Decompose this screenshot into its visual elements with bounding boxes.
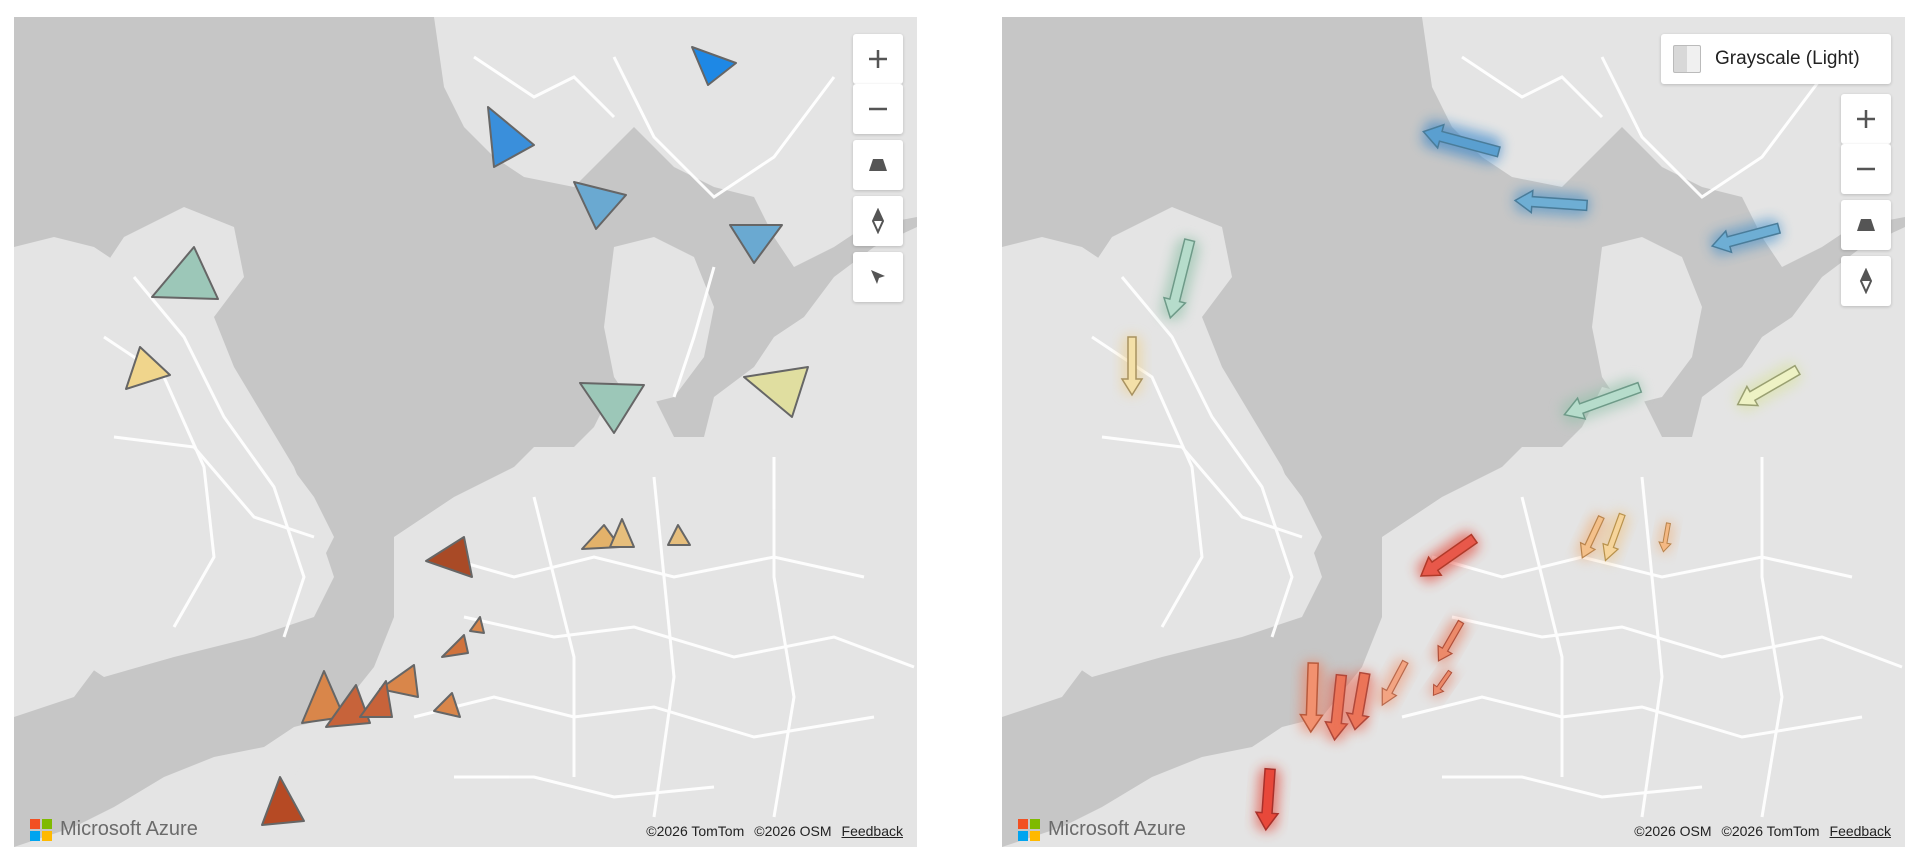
cursor-icon [871,270,885,284]
attribution-osm: ©2026 OSM [754,823,832,839]
marker-triangle [581,524,621,550]
arrow-marker [1657,520,1675,554]
trapezoid-icon [869,159,887,171]
attribution-tomtom: ©2026 TomTom [1721,823,1820,839]
marker-triangle [301,670,345,724]
map-left[interactable]: Microsoft Azure ©2026 TomTom ©2026 OSM F… [14,17,917,847]
compass-icon [871,208,885,234]
arrow-marker [1160,237,1200,321]
map-style-icon [1673,45,1701,73]
zoom-out-button[interactable] [1841,144,1891,194]
zoom-out-button[interactable] [853,84,903,134]
map-canvas-left[interactable] [14,17,917,847]
attribution: ©2026 OSM ©2026 TomTom Feedback [1634,823,1891,839]
microsoft-logo-icon [1018,818,1040,841]
arrow-marker [1299,660,1324,734]
arrow-marker [1561,378,1643,424]
plus-icon [1857,110,1875,128]
compass-button[interactable] [1841,256,1891,306]
marker-triangle [579,382,645,434]
map-right[interactable]: Grayscale (Light) Microsoft Azure ©2026 … [1002,17,1905,847]
compass-icon [1859,268,1873,294]
compass-button[interactable] [853,196,903,246]
minus-icon [1857,167,1875,171]
arrow-marker [1254,766,1281,832]
minus-icon [869,107,887,111]
marker-triangle [573,181,627,230]
marker-triangle [743,366,809,418]
arrow-marker [1429,668,1455,698]
trapezoid-icon [1857,219,1875,231]
zoom-in-button[interactable] [1841,94,1891,144]
logo-text: Microsoft Azure [60,818,198,840]
map-style-label: Grayscale (Light) [1715,48,1860,69]
arrow-marker [1120,335,1144,397]
marker-triangle [433,692,461,718]
zoom-in-button[interactable] [853,34,903,84]
arrow-marker [1421,120,1503,164]
marker-triangle [667,524,691,546]
pitch-button[interactable] [853,140,903,190]
feedback-link[interactable]: Feedback [841,823,903,839]
map-controls-left [853,34,903,302]
arrow-marker [1513,189,1591,217]
azure-logo[interactable]: Microsoft Azure [30,818,198,841]
marker-triangle [609,518,635,548]
attribution: ©2026 TomTom ©2026 OSM Feedback [646,823,903,839]
map-controls-right [1841,94,1891,306]
logo-text: Microsoft Azure [1048,818,1186,840]
arrow-marker [1417,531,1479,583]
plus-icon [869,50,887,68]
marker-triangle [125,346,171,390]
arrow-marker [1598,511,1630,563]
marker-triangle [425,536,473,578]
arrow-marker [1576,513,1608,561]
reset-bearing-button[interactable] [853,252,903,302]
arrow-marker [1376,658,1412,708]
feedback-link[interactable]: Feedback [1829,823,1891,839]
marker-triangle [325,684,371,728]
azure-logo[interactable]: Microsoft Azure [1018,818,1186,841]
arrow-marker [1345,670,1375,732]
arrow-marker [1710,218,1782,256]
arrow-marker [1734,362,1802,412]
marker-triangle [379,664,419,698]
map-style-picker[interactable]: Grayscale (Light) [1661,34,1891,84]
marker-triangle [441,634,469,658]
arrow-marker [1432,618,1468,664]
marker-triangle [151,246,219,300]
marker-triangle [487,106,535,168]
marker-triangle [359,680,393,718]
map-canvas-right[interactable] [1002,17,1905,847]
microsoft-logo-icon [30,818,52,841]
marker-triangle [729,224,783,264]
pitch-button[interactable] [1841,200,1891,250]
marker-triangle [469,616,485,634]
marker-triangle [261,776,305,826]
attribution-tomtom: ©2026 TomTom [646,823,745,839]
marker-triangle [691,46,737,86]
arrow-marker [1324,672,1352,742]
attribution-osm: ©2026 OSM [1634,823,1712,839]
